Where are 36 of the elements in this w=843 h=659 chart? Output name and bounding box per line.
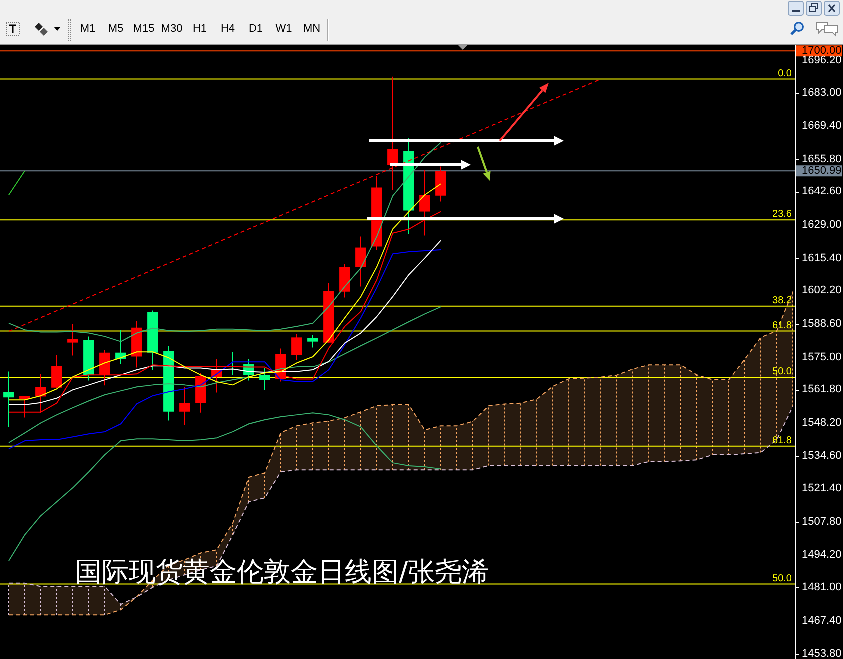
y-tick-label: 1642.60 [802,186,842,198]
annotation: 23.6 [772,209,792,220]
y-tick-label: 1669.40 [802,120,842,132]
y-tick-label: 1534.60 [802,450,842,462]
text: W1 [274,22,294,37]
y-tick-label: 1615.40 [802,252,842,264]
text: MN [302,22,322,37]
annotation: 0.0 [778,68,792,80]
text: M1 [79,22,97,37]
y-tick-label: 1481.00 [802,581,842,594]
text: H4 [220,22,236,37]
y-tick-label: 1629.00 [802,219,842,232]
annotation: 50.0 [772,366,792,378]
annotation: 50.0 [772,573,792,584]
y-tick-label: 1507.80 [802,516,842,528]
annotation: 38.2 [772,295,792,306]
text: D1 [248,22,264,37]
y-tick-label: 1453.80 [802,648,842,659]
y-tick-label: 1696.20 [802,54,842,66]
text: M30 [160,22,184,37]
y-tick-label: 1650.99 [802,165,842,178]
y-tick-label: 1683.00 [802,86,842,99]
text: M5 [107,22,125,37]
y-tick-label: 1521.40 [802,482,842,495]
y-tick-label: 1655.80 [802,153,842,166]
text: H1 [192,22,208,37]
y-tick-label: 1548.20 [802,416,842,429]
text: M15 [132,22,156,37]
y-tick-label: 1602.20 [802,284,842,297]
annotation: 61.8 [772,435,792,446]
annotation: 61.8 [772,320,792,332]
y-tick-label: 1588.60 [802,318,842,330]
y-tick-label: 1494.20 [802,549,842,562]
y-tick-label: 1467.40 [802,614,842,627]
y-tick-label: 1575.00 [802,351,842,364]
y-tick-label: 1561.80 [802,384,842,396]
